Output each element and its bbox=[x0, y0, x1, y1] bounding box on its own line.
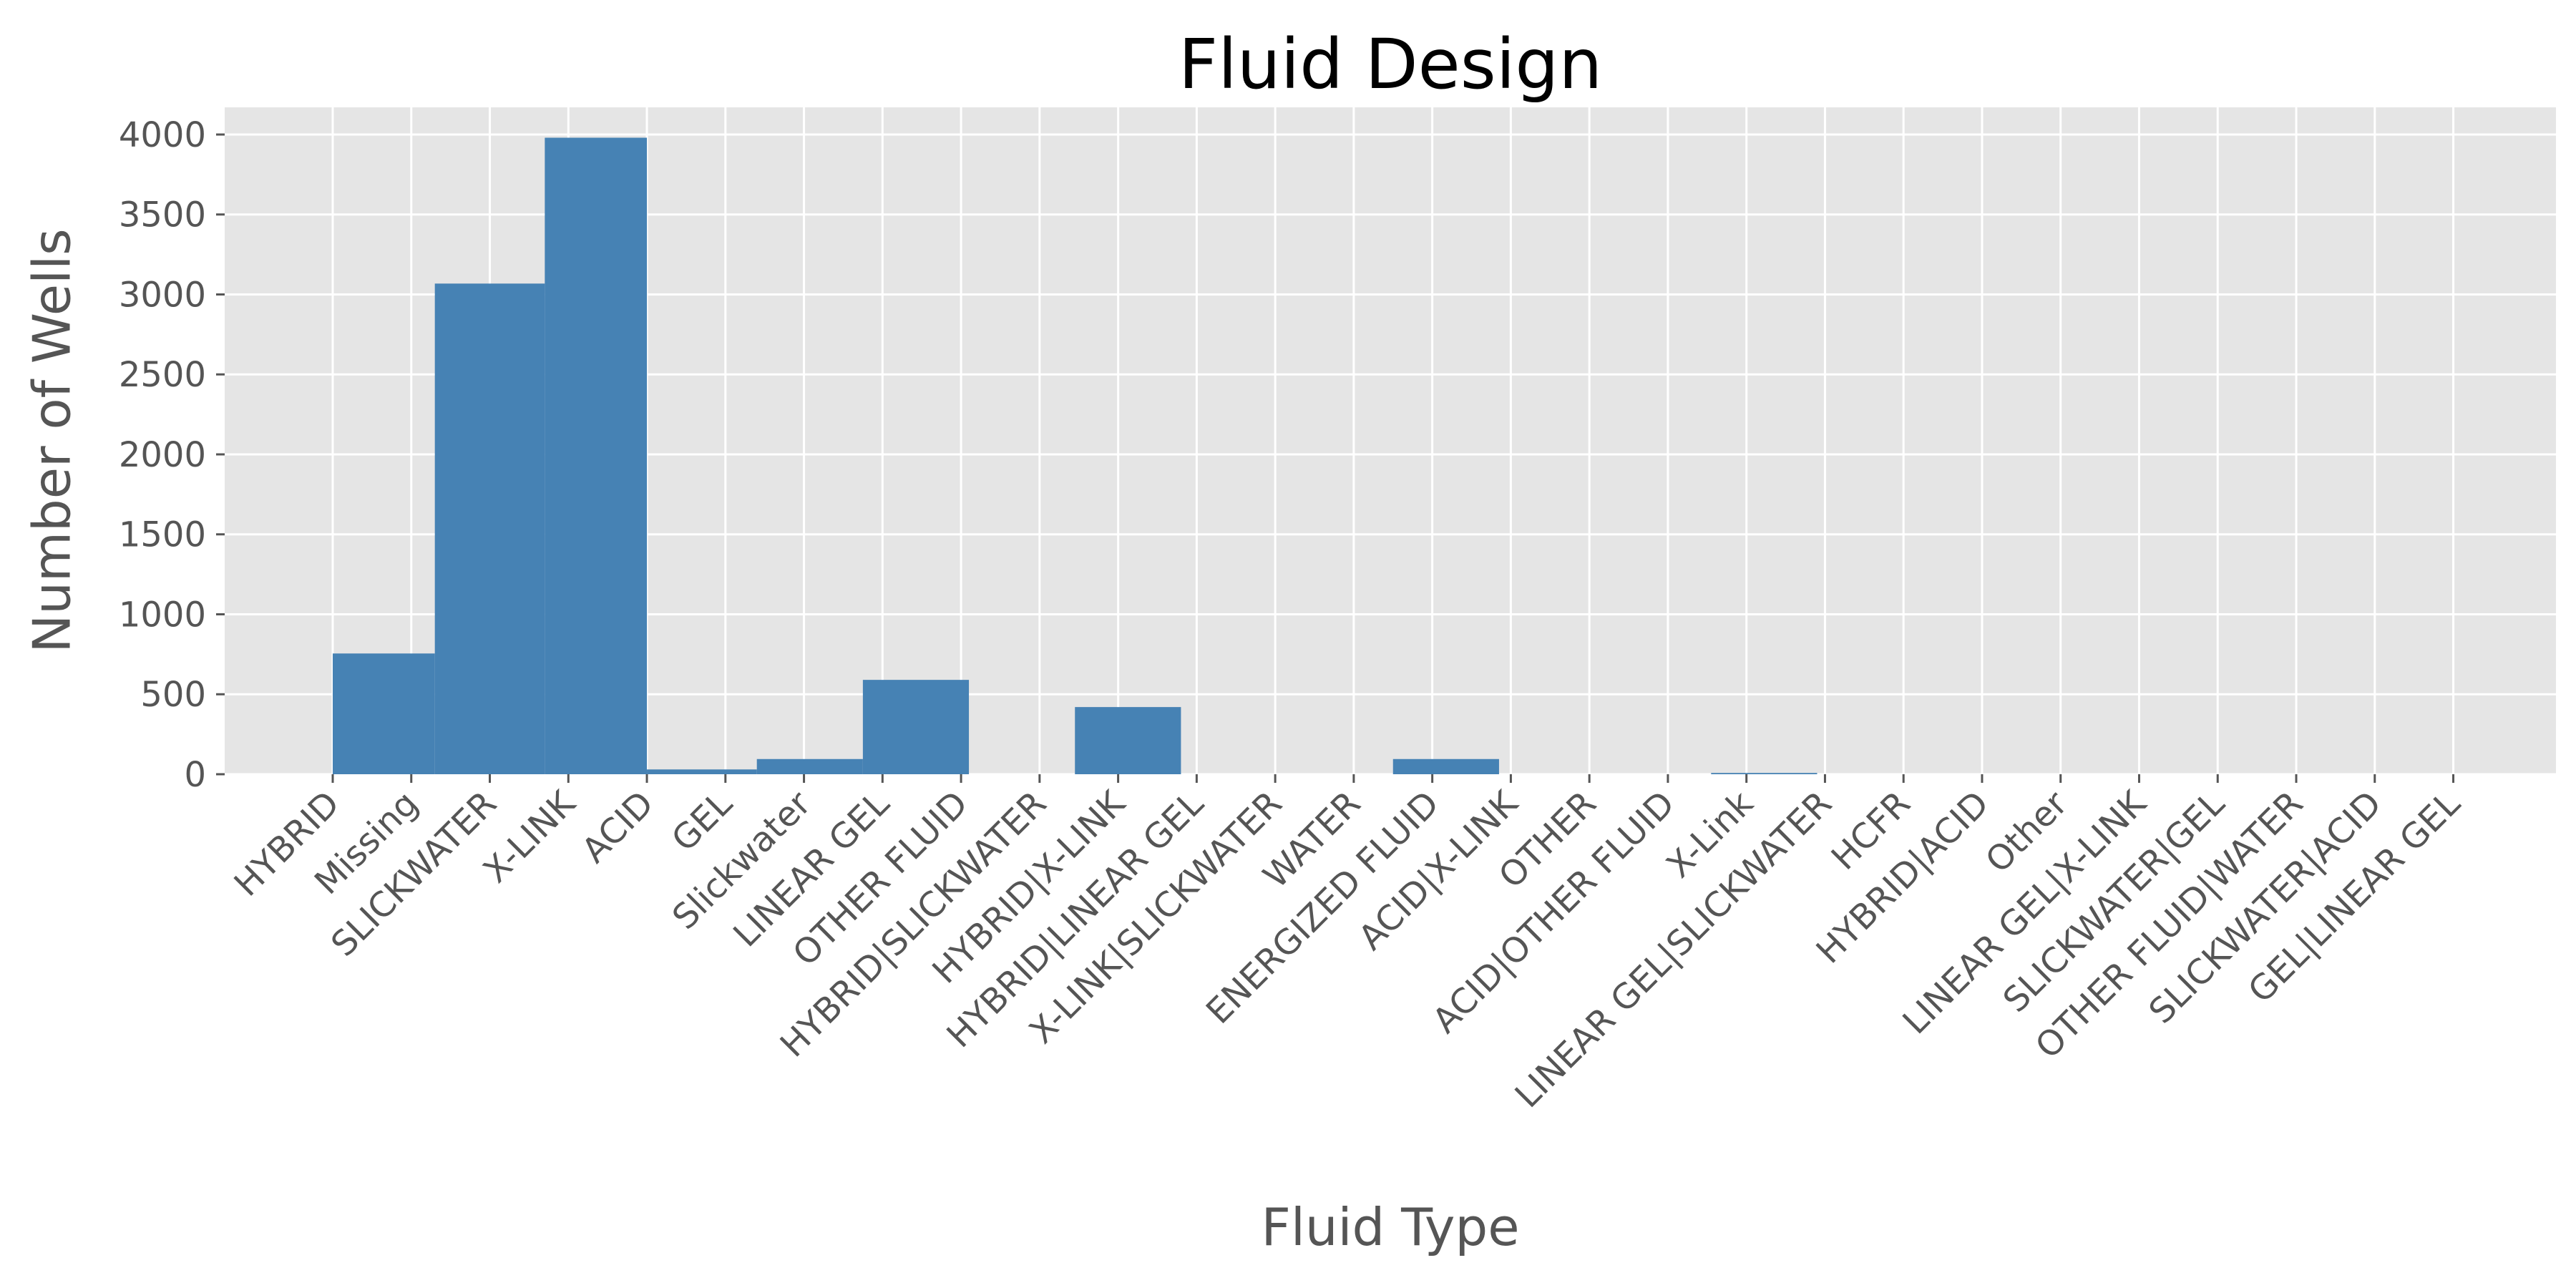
bars bbox=[333, 137, 1818, 775]
y-tick-label: 1500 bbox=[119, 515, 206, 555]
y-axis-label: Number of Wells bbox=[22, 228, 82, 653]
bar-1 bbox=[434, 283, 545, 774]
bar-0 bbox=[333, 653, 435, 774]
bar-3 bbox=[647, 769, 757, 774]
bar-10 bbox=[1392, 758, 1499, 774]
x-tick-label: ACID bbox=[574, 784, 661, 871]
chart-title: Fluid Design bbox=[1179, 24, 1602, 104]
x-axis-label: Fluid Type bbox=[1261, 1197, 1519, 1257]
bar-2 bbox=[545, 137, 648, 775]
bar-4 bbox=[756, 758, 863, 774]
bar-5 bbox=[862, 680, 970, 774]
x-tick-label: X-LINK bbox=[476, 783, 584, 891]
y-tick-label: 500 bbox=[140, 675, 206, 715]
y-tick-label: 4000 bbox=[119, 115, 206, 155]
bar-7 bbox=[1075, 707, 1181, 774]
y-tick-label: 3500 bbox=[119, 195, 206, 235]
y-tick-label: 0 bbox=[184, 755, 206, 795]
y-tick-label: 2000 bbox=[119, 435, 206, 475]
bar-13 bbox=[1711, 773, 1818, 774]
y-tick-label: 1000 bbox=[119, 595, 206, 635]
y-tick-label: 2500 bbox=[119, 355, 206, 395]
y-axis-ticks: 0 500 1000 1500 2000 2500 3000 3500 4000 bbox=[119, 115, 225, 795]
y-tick-label: 3000 bbox=[119, 275, 206, 315]
